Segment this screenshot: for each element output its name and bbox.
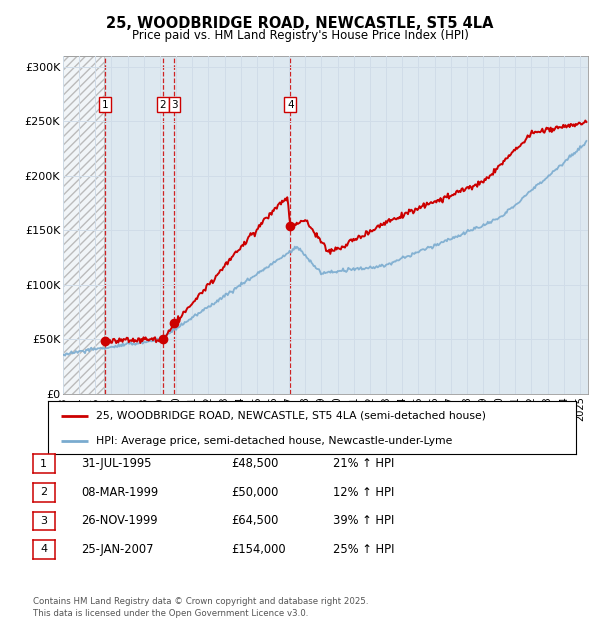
- Text: 1: 1: [40, 459, 47, 469]
- Text: 4: 4: [287, 100, 293, 110]
- Text: £64,500: £64,500: [231, 515, 278, 527]
- Text: 31-JUL-1995: 31-JUL-1995: [81, 458, 151, 470]
- Text: 25-JAN-2007: 25-JAN-2007: [81, 543, 154, 556]
- Text: HPI: Average price, semi-detached house, Newcastle-under-Lyme: HPI: Average price, semi-detached house,…: [95, 436, 452, 446]
- Text: 4: 4: [40, 544, 47, 554]
- Text: 1: 1: [101, 100, 108, 110]
- Text: £154,000: £154,000: [231, 543, 286, 556]
- Text: Price paid vs. HM Land Registry's House Price Index (HPI): Price paid vs. HM Land Registry's House …: [131, 30, 469, 42]
- Text: 3: 3: [40, 516, 47, 526]
- Text: 21% ↑ HPI: 21% ↑ HPI: [333, 458, 394, 470]
- Text: 25% ↑ HPI: 25% ↑ HPI: [333, 543, 395, 556]
- Text: 08-MAR-1999: 08-MAR-1999: [81, 486, 158, 498]
- Text: £50,000: £50,000: [231, 486, 278, 498]
- Text: £48,500: £48,500: [231, 458, 278, 470]
- Text: 12% ↑ HPI: 12% ↑ HPI: [333, 486, 394, 498]
- Text: 39% ↑ HPI: 39% ↑ HPI: [333, 515, 394, 527]
- Text: 26-NOV-1999: 26-NOV-1999: [81, 515, 157, 527]
- Text: 25, WOODBRIDGE ROAD, NEWCASTLE, ST5 4LA (semi-detached house): 25, WOODBRIDGE ROAD, NEWCASTLE, ST5 4LA …: [95, 411, 485, 421]
- Text: Contains HM Land Registry data © Crown copyright and database right 2025.
This d: Contains HM Land Registry data © Crown c…: [33, 596, 368, 618]
- Text: 3: 3: [171, 100, 178, 110]
- Text: 25, WOODBRIDGE ROAD, NEWCASTLE, ST5 4LA: 25, WOODBRIDGE ROAD, NEWCASTLE, ST5 4LA: [106, 16, 494, 31]
- Text: 2: 2: [160, 100, 166, 110]
- Text: 2: 2: [40, 487, 47, 497]
